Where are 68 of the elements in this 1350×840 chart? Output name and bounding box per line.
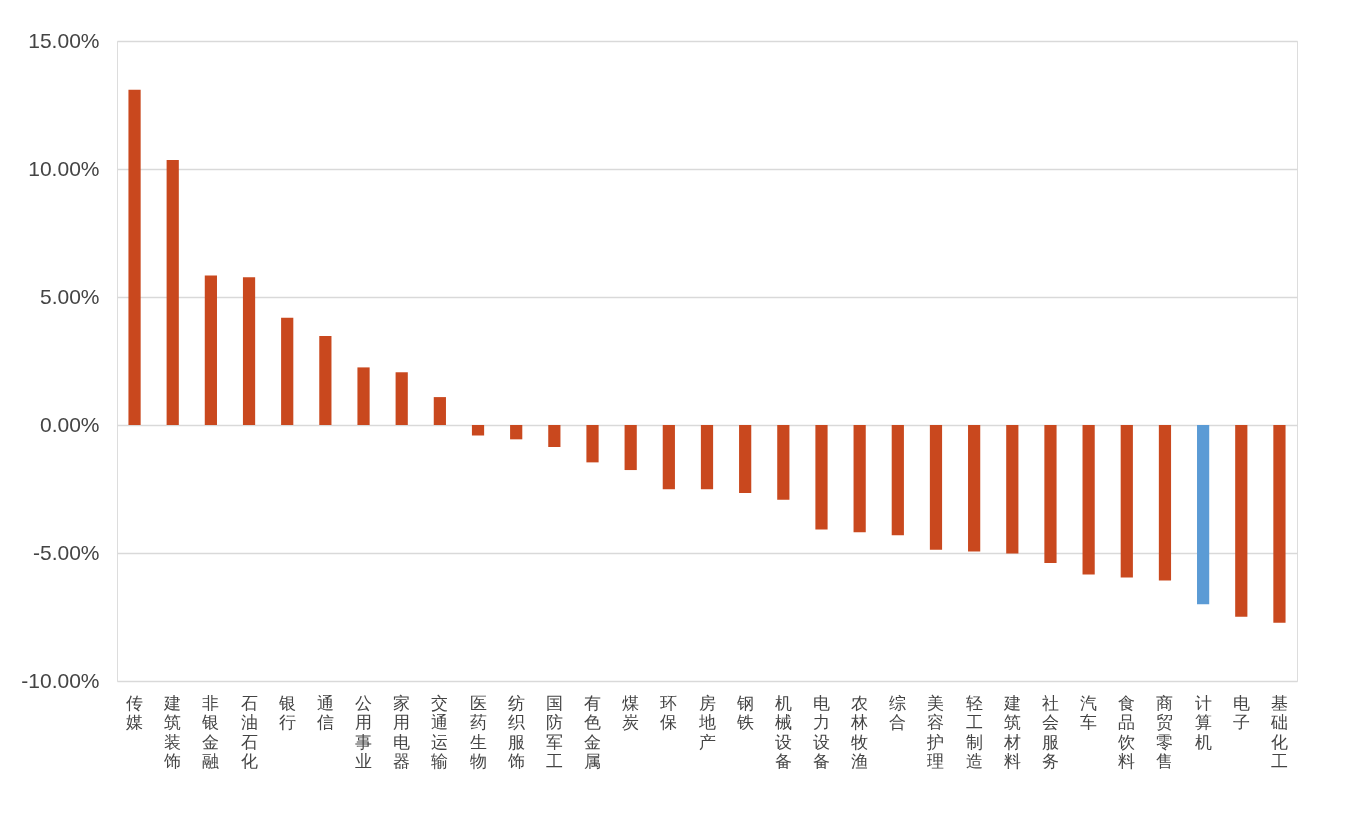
- x-tick-label: 美容护理: [926, 692, 945, 771]
- bar: [128, 89, 141, 425]
- y-tick-label: 0.00%: [39, 412, 100, 436]
- bar: [700, 425, 714, 490]
- x-tick-label: 食品饮料: [1117, 692, 1136, 771]
- bar: [510, 425, 523, 440]
- bar: [281, 317, 294, 425]
- x-tick-label: 基础化工: [1269, 692, 1288, 771]
- x-tick-label: 医药生物: [469, 692, 487, 771]
- x-tick-label: 社会服务: [1041, 692, 1059, 771]
- x-tick-label: 传媒: [126, 692, 144, 732]
- x-tick-label: 环保: [660, 692, 678, 732]
- bar: [739, 425, 752, 494]
- x-tick-label: 机械设备: [774, 692, 792, 771]
- bar: [586, 425, 599, 463]
- x-tick-label: 石油石化: [240, 692, 258, 771]
- x-tick-label: 通信: [316, 692, 334, 732]
- x-tick-label: 钢铁: [735, 692, 754, 732]
- x-tick-label: 交通运输: [431, 692, 449, 771]
- x-tick-label: 有色金属: [584, 692, 602, 771]
- y-tick-label: 10.00%: [28, 156, 100, 180]
- x-tick-label: 轻工制造: [965, 692, 983, 771]
- x-tick-label: 计算机: [1194, 692, 1212, 752]
- bar: [777, 425, 790, 500]
- bar: [1197, 425, 1210, 605]
- x-tick-label: 电子: [1232, 692, 1250, 732]
- bar: [624, 425, 637, 471]
- x-tick-label: 房地产: [697, 692, 716, 752]
- x-tick-label: 电力设备: [812, 692, 830, 771]
- x-tick-label: 非银金融: [201, 692, 220, 771]
- bar: [1273, 425, 1286, 623]
- bar: [929, 425, 943, 550]
- x-tick-label: 煤炭: [622, 692, 640, 732]
- bar: [166, 160, 179, 425]
- bar: [395, 372, 408, 425]
- x-tick-label: 汽车: [1080, 692, 1098, 732]
- bar: [1044, 425, 1057, 563]
- bar: [891, 425, 904, 536]
- bar: [471, 425, 485, 436]
- x-tick-label: 家用电器: [393, 692, 411, 771]
- bar: [1082, 425, 1095, 575]
- x-tick-label: 国防军工: [545, 692, 563, 771]
- x-tick-label: 商贸零售: [1156, 692, 1174, 771]
- x-tick-label: 农林牧渔: [850, 692, 869, 771]
- y-tick-label: 15.00%: [28, 28, 100, 52]
- bar: [662, 425, 675, 490]
- bar: [433, 397, 446, 425]
- y-tick-label: 5.00%: [39, 284, 100, 308]
- y-tick-label: -10.00%: [21, 668, 100, 692]
- bar: [319, 335, 332, 425]
- bar: [242, 277, 256, 425]
- bar: [815, 425, 828, 530]
- x-tick-label: 纺织服饰: [506, 692, 525, 771]
- bar: [1006, 425, 1019, 554]
- bar: [357, 367, 370, 425]
- x-tick-label: 建筑装饰: [163, 692, 182, 771]
- bar: [853, 425, 866, 533]
- bar: [204, 275, 217, 425]
- bar: [1235, 425, 1248, 617]
- bar: [1120, 425, 1133, 578]
- x-tick-label: 银行: [277, 692, 296, 732]
- x-tick-label: 综合: [889, 692, 907, 732]
- bar: [548, 425, 561, 448]
- y-tick-label: -5.00%: [32, 540, 100, 564]
- x-tick-label: 公用事业: [355, 692, 373, 771]
- bar: [968, 425, 981, 552]
- bar: [1158, 425, 1172, 581]
- x-tick-label: 建筑材料: [1002, 692, 1021, 771]
